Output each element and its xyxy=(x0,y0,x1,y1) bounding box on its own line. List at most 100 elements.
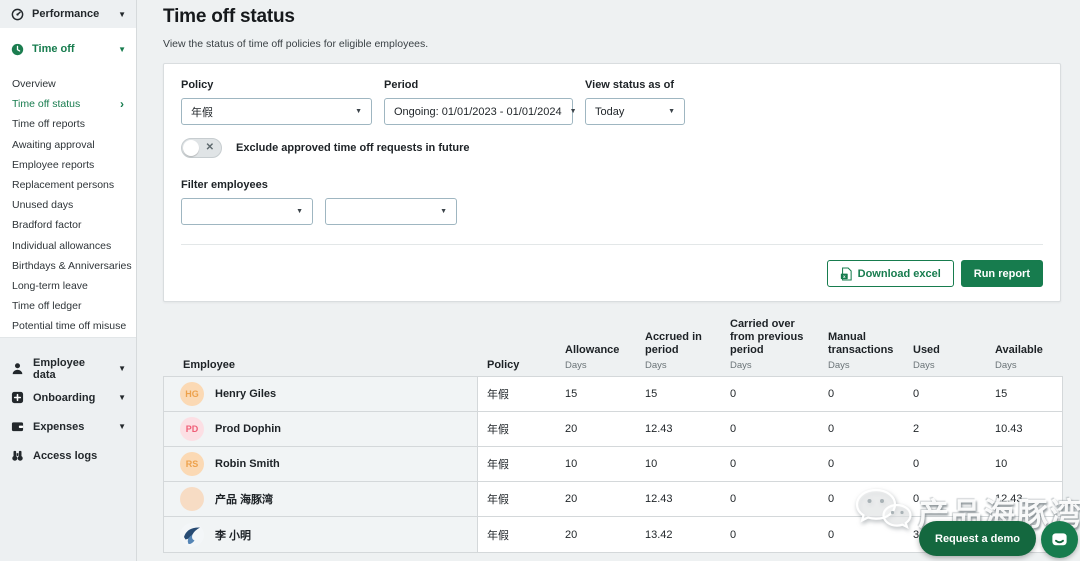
accrued-cell: 15 xyxy=(645,388,658,400)
column-header-available: Available Days xyxy=(995,344,1043,371)
sidebar-item-long-term-leave[interactable]: Long-term leave xyxy=(12,279,88,292)
filter-employees-select-2[interactable]: ▼ xyxy=(325,198,457,225)
sidebar-item-birthdays-anniversaries[interactable]: Birthdays & Anniversaries xyxy=(12,259,132,272)
sidebar-item-awaiting-approval[interactable]: Awaiting approval xyxy=(12,138,95,151)
available-cell: 10 xyxy=(995,458,1008,470)
period-filter-group: Period Ongoing: 01/01/2023 - 01/01/2024 … xyxy=(384,79,577,125)
policy-cell: 年假 xyxy=(487,459,509,471)
table-row-chanpin-haitunwan[interactable]: 产品 海豚湾 年假 20 12.43 0 0 0 12.43 xyxy=(164,482,1062,517)
policy-filter-group: Policy 年假 ▼ xyxy=(181,79,372,125)
chevron-down-icon: ▼ xyxy=(118,9,126,19)
column-header-manual-transactions: Manual transactions Days xyxy=(828,331,894,371)
available-cell: 12.43 xyxy=(995,493,1023,505)
column-header-allowance: Allowance Days xyxy=(565,344,620,371)
sidebar-section-timeoff[interactable]: Time off ▼ xyxy=(0,35,136,63)
binoculars-icon xyxy=(11,449,24,462)
table-row-henry-giles[interactable]: HG Henry Giles 年假 15 15 0 0 0 15 xyxy=(164,377,1062,412)
avatar: RS xyxy=(180,452,204,476)
sidebar-item-time-off-status[interactable]: Time off status › xyxy=(12,97,124,112)
column-header-carried-over: Carried over from previous period Days xyxy=(730,318,804,371)
chat-bubble-icon xyxy=(1050,530,1069,549)
sidebar-item-employee-reports[interactable]: Employee reports xyxy=(12,158,95,171)
available-cell: 10.43 xyxy=(995,423,1023,435)
exclude-toggle-label: Exclude approved time off requests in fu… xyxy=(236,142,470,154)
period-label: Period xyxy=(384,79,419,91)
sidebar-item-time-off-reports[interactable]: Time off reports xyxy=(12,118,85,131)
allowance-cell: 20 xyxy=(565,493,578,505)
clock-icon xyxy=(11,43,24,56)
sidebar-section-employee-data[interactable]: Employee data ▼ xyxy=(0,354,136,383)
used-cell: 0 xyxy=(913,493,920,505)
employee-name: 产品 海豚湾 xyxy=(215,494,274,506)
run-report-button[interactable]: Run report xyxy=(960,260,1043,287)
chat-widget-button[interactable] xyxy=(1041,521,1078,558)
page-title: Time off status xyxy=(163,6,295,27)
chevron-down-icon: ▼ xyxy=(668,108,675,115)
sidebar-item-overview[interactable]: Overview xyxy=(12,78,56,91)
chevron-down-icon: ▼ xyxy=(118,422,126,431)
sidebar-item-individual-allowances[interactable]: Individual allowances xyxy=(12,239,112,252)
sidebar-item-potential-time-off-misuse[interactable]: Potential time off misuse xyxy=(12,320,127,333)
svg-text:x: x xyxy=(843,274,846,279)
view-status-select[interactable]: Today ▼ xyxy=(585,98,685,125)
chevron-down-icon: ▼ xyxy=(118,393,126,402)
chevron-down-icon: ▼ xyxy=(440,208,447,215)
chevron-down-icon: ▼ xyxy=(569,108,577,115)
gauge-icon xyxy=(11,8,24,21)
allowance-cell: 20 xyxy=(565,423,578,435)
sidebar-bottom-sections: Employee data ▼ Onboarding ▼ Expenses ▼ xyxy=(0,337,136,561)
request-demo-button[interactable]: Request a demo xyxy=(919,521,1036,556)
period-select-value: Ongoing: 01/01/2023 - 01/01/2024 xyxy=(394,105,562,118)
policy-select[interactable]: 年假 ▼ xyxy=(181,98,372,125)
avatar xyxy=(180,487,204,511)
carried-cell: 0 xyxy=(730,388,737,400)
filter-employees-row: ▼ ▼ xyxy=(181,198,1043,225)
panel-divider xyxy=(181,244,1043,245)
allowance-cell: 15 xyxy=(565,388,578,400)
manual-cell: 0 xyxy=(828,423,835,435)
policy-cell: 年假 xyxy=(487,389,509,401)
accrued-cell: 12.43 xyxy=(645,493,673,505)
view-status-filter-group: View status as of Today ▼ xyxy=(585,79,685,125)
exclude-approved-toggle[interactable]: ✕ xyxy=(181,138,222,158)
sidebar-section-expenses[interactable]: Expenses ▼ xyxy=(0,412,136,441)
chevron-down-icon: ▼ xyxy=(118,364,126,373)
policy-cell: 年假 xyxy=(487,529,509,542)
policy-cell: 年假 xyxy=(487,494,509,506)
sidebar-item-replacement-persons[interactable]: Replacement persons xyxy=(12,179,115,192)
filter-employees-select-1[interactable]: ▼ xyxy=(181,198,313,225)
table-header: Employee Policy Allowance Days Accrued in… xyxy=(163,318,1063,376)
sidebar-item-time-off-ledger[interactable]: Time off ledger xyxy=(12,300,82,313)
column-header-accrued: Accrued in period Days xyxy=(645,331,702,371)
action-buttons-row: x Download excel Run report xyxy=(181,260,1043,287)
sidebar-item-bradford-factor[interactable]: Bradford factor xyxy=(12,219,82,232)
avatar: PD xyxy=(180,417,204,441)
used-cell: 0 xyxy=(913,388,920,400)
accrued-cell: 13.42 xyxy=(645,528,673,541)
x-icon: ✕ xyxy=(205,142,214,153)
table-row-robin-smith[interactable]: RS Robin Smith 年假 10 10 0 0 0 10 xyxy=(164,447,1062,482)
exclude-toggle-row: ✕ Exclude approved time off requests in … xyxy=(181,138,1043,158)
sidebar-section-performance[interactable]: Performance ▼ xyxy=(0,0,136,28)
main-content: Time off status View the status of time … xyxy=(137,0,1080,561)
table-row-prod-dophin[interactable]: PD Prod Dophin 年假 20 12.43 0 0 2 10.43 xyxy=(164,412,1062,447)
download-excel-button[interactable]: x Download excel xyxy=(826,260,954,287)
carried-cell: 0 xyxy=(730,423,737,435)
sidebar-performance-label: Performance xyxy=(32,8,100,20)
column-header-used: Used Days xyxy=(913,344,940,371)
sidebar-section-access-logs[interactable]: Access logs xyxy=(0,441,136,470)
table-row-li-xiaoming[interactable]: 李 小明 年假 20 13.42 0 0 3 xyxy=(164,517,1062,552)
carried-cell: 0 xyxy=(730,528,737,541)
accrued-cell: 12.43 xyxy=(645,423,673,435)
chevron-down-icon: ▼ xyxy=(355,108,362,115)
manual-cell: 0 xyxy=(828,388,835,400)
period-select[interactable]: Ongoing: 01/01/2023 - 01/01/2024 ▼ xyxy=(384,98,577,125)
accrued-cell: 10 xyxy=(645,458,658,470)
time-off-status-table: Employee Policy Allowance Days Accrued in… xyxy=(163,318,1063,553)
carried-cell: 0 xyxy=(730,458,737,470)
plus-square-icon xyxy=(11,391,24,404)
sidebar-item-unused-days[interactable]: Unused days xyxy=(12,199,74,212)
manual-cell: 0 xyxy=(828,493,835,505)
sidebar-section-onboarding[interactable]: Onboarding ▼ xyxy=(0,383,136,412)
used-cell: 0 xyxy=(913,458,920,470)
